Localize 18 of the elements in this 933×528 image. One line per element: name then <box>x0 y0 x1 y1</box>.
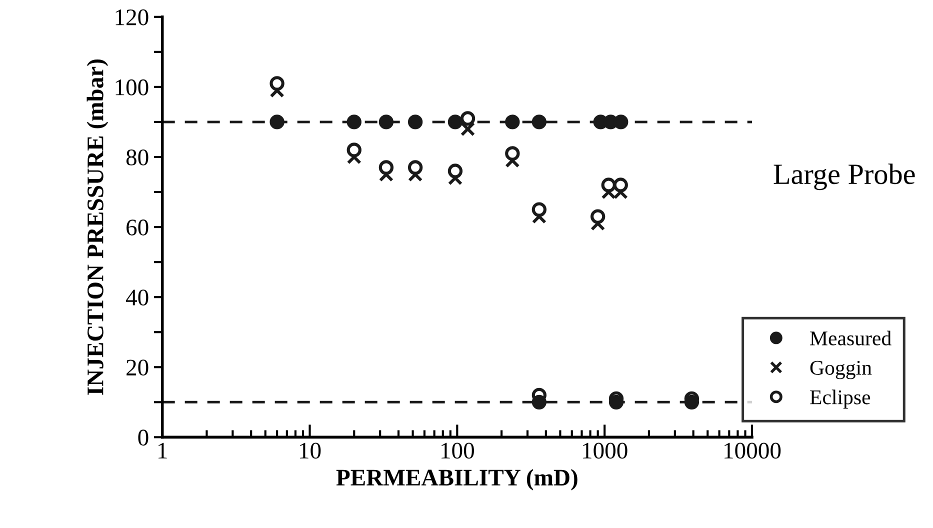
y-axis-title: INJECTION PRESSURE (mbar) <box>86 60 108 395</box>
legend-label: Measured <box>810 330 892 346</box>
legend-label: Eclipse <box>810 390 870 409</box>
y-tick-label: 100 <box>116 79 148 96</box>
text: Large Probe <box>774 164 915 190</box>
y-tick-label: 60 <box>126 220 148 236</box>
x-tick-label: 10 <box>300 442 321 459</box>
y-tick-label: 0 <box>138 430 148 446</box>
x-tick-label: 1 <box>158 442 167 458</box>
x-tick-label: 1000 <box>583 442 628 459</box>
legend-label: Goggin <box>810 360 872 380</box>
y-tick-label: 20 <box>126 360 148 376</box>
y-tick-label: 80 <box>126 149 148 166</box>
y-tick-label: 40 <box>126 290 148 306</box>
y-tick-label: 120 <box>116 9 148 26</box>
x-tick-label: 10000 <box>724 442 781 459</box>
x-axis-title: PERMEABILITY (mD) <box>336 469 578 490</box>
x-tick-label: 100 <box>442 442 474 459</box>
